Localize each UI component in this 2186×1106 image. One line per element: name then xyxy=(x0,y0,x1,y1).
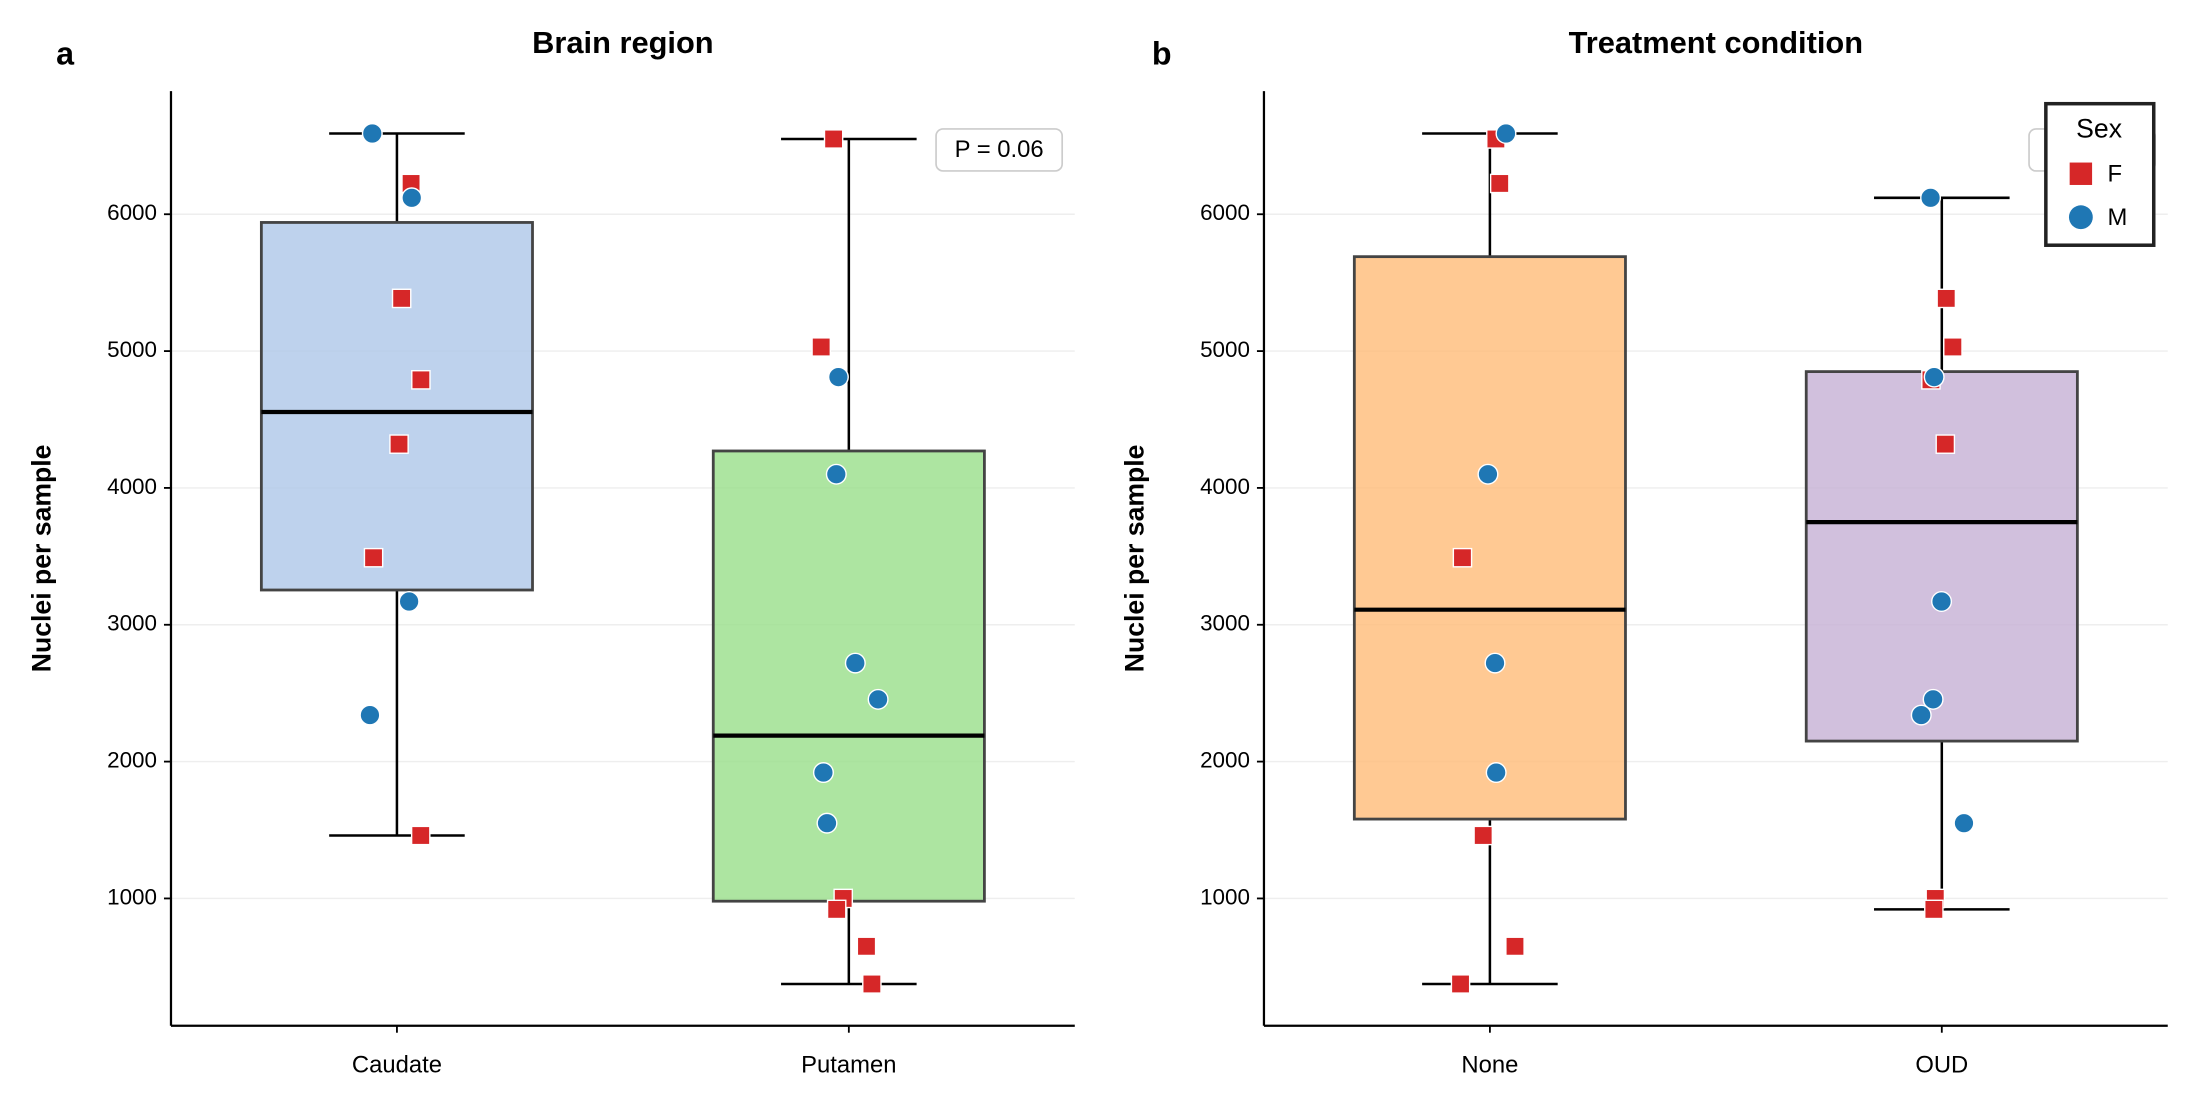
y-tick-label: 3000 xyxy=(107,611,157,636)
data-point xyxy=(827,366,849,388)
data-point xyxy=(1452,547,1473,568)
data-point xyxy=(1495,122,1517,145)
y-axis-label: Nuclei per sample xyxy=(27,445,57,673)
data-point xyxy=(363,547,384,568)
data-point xyxy=(391,288,412,309)
legend-label: F xyxy=(2107,160,2122,187)
box xyxy=(711,449,986,903)
y-tick-label: 2000 xyxy=(1200,748,1250,773)
data-point xyxy=(410,825,431,846)
y-tick-label: 6000 xyxy=(107,200,157,225)
legend-title: Sex xyxy=(2076,113,2123,143)
data-point xyxy=(856,936,877,957)
y-tick-label: 5000 xyxy=(107,337,157,362)
x-tick-label: OUD xyxy=(1915,1052,1968,1079)
data-point xyxy=(823,129,844,149)
data-point xyxy=(1920,187,1942,209)
y-tick-label: 2000 xyxy=(107,748,157,773)
data-point xyxy=(816,812,838,834)
data-point xyxy=(1505,936,1525,957)
x-tick-label: Putamen xyxy=(801,1052,896,1079)
data-point xyxy=(1931,590,1953,613)
box xyxy=(1804,370,2079,743)
y-tick-label: 4000 xyxy=(1200,474,1250,499)
data-point xyxy=(359,704,381,726)
data-point xyxy=(825,463,847,485)
y-tick-label: 3000 xyxy=(1200,611,1250,636)
box xyxy=(1352,255,1627,821)
y-tick-label: 1000 xyxy=(1200,884,1250,909)
data-point xyxy=(811,337,832,357)
data-point xyxy=(1484,652,1506,674)
data-point xyxy=(862,974,882,994)
data-point xyxy=(361,122,383,145)
data-point xyxy=(401,187,423,209)
box xyxy=(259,221,534,592)
x-tick-label: Caudate xyxy=(352,1052,442,1079)
data-point xyxy=(1953,812,1975,834)
data-point xyxy=(1924,899,1944,920)
data-point xyxy=(867,688,889,710)
y-tick-label: 5000 xyxy=(1200,337,1250,362)
legend-marker xyxy=(2069,162,2093,185)
annotation-box xyxy=(935,128,1064,172)
data-point xyxy=(1489,173,1510,194)
data-point xyxy=(1943,337,1963,357)
data-point xyxy=(1935,434,1956,454)
data-point xyxy=(1910,704,1932,726)
data-point xyxy=(1922,688,1944,710)
data-point xyxy=(1477,463,1499,485)
data-point xyxy=(1450,974,1471,994)
annotation: P = 0.06 xyxy=(955,136,1044,163)
panel-label: a xyxy=(56,36,75,72)
chart-title: Treatment condition xyxy=(1569,25,1863,60)
data-point xyxy=(1485,762,1507,784)
legend-label: M xyxy=(2107,204,2127,231)
y-tick-label: 1000 xyxy=(107,884,157,909)
data-point xyxy=(826,899,847,920)
data-point xyxy=(411,370,431,390)
data-point xyxy=(844,652,866,674)
x-tick-label: None xyxy=(1461,1052,1518,1079)
y-tick-label: 4000 xyxy=(107,474,157,499)
data-point xyxy=(812,762,834,784)
y-tick-label: 6000 xyxy=(1200,200,1250,225)
data-point xyxy=(1936,288,1957,309)
data-point xyxy=(389,434,409,454)
panel-label: b xyxy=(1152,36,1172,72)
data-point xyxy=(1473,825,1494,846)
data-point xyxy=(1923,366,1945,388)
chart-title: Brain region xyxy=(532,25,713,60)
y-axis-label: Nuclei per sample xyxy=(1119,445,1149,673)
legend-box xyxy=(2044,101,2156,247)
legend-marker xyxy=(2068,205,2093,230)
data-point xyxy=(398,590,420,613)
